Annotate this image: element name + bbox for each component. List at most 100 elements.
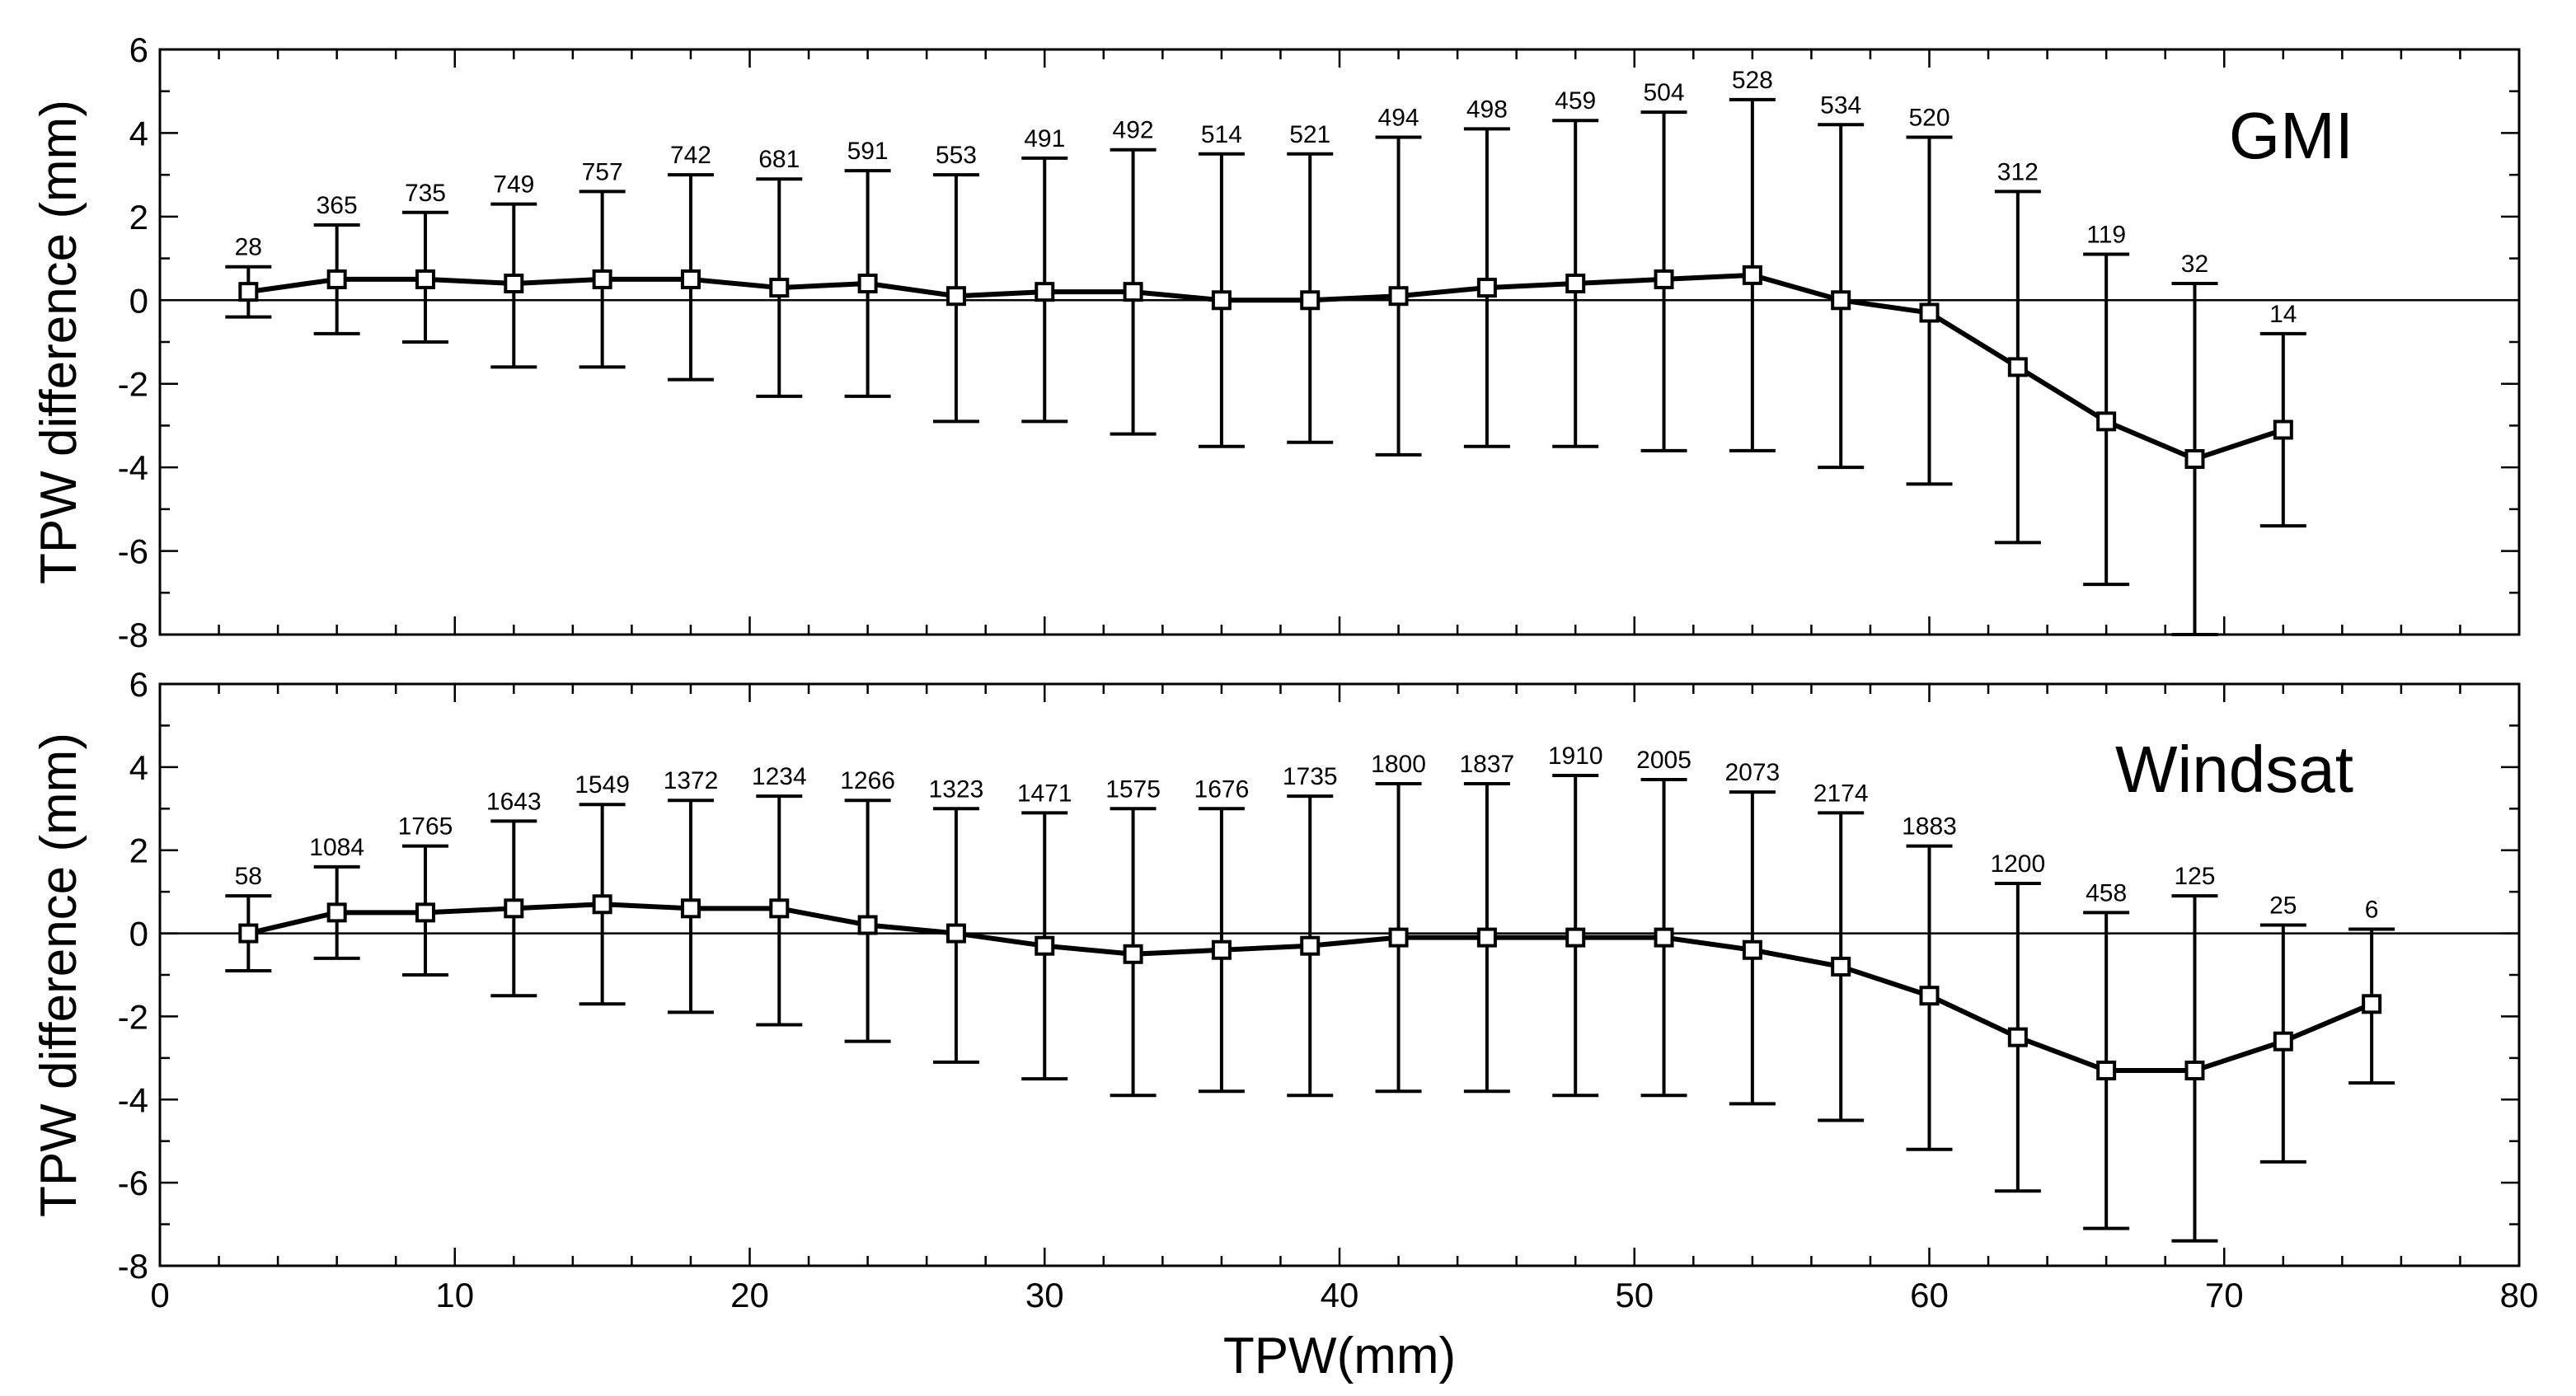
mean-marker xyxy=(504,898,524,919)
count-label: 1549 xyxy=(575,771,630,799)
mean-marker xyxy=(1476,927,1497,948)
mean-marker xyxy=(415,269,435,289)
x-tick-label: 20 xyxy=(730,1276,769,1314)
count-label: 25 xyxy=(2269,892,2297,919)
count-label: 14 xyxy=(2269,301,2297,328)
count-label: 2174 xyxy=(1814,780,1869,807)
mean-marker xyxy=(326,269,347,289)
mean-marker xyxy=(1919,986,1940,1006)
y-tick-label: 4 xyxy=(129,114,148,152)
mean-marker xyxy=(1123,282,1143,302)
count-label: 553 xyxy=(936,142,977,169)
y-tick-label: 6 xyxy=(129,30,148,69)
mean-marker xyxy=(1035,935,1055,956)
y-axis-title: TPW difference (mm) xyxy=(30,100,87,584)
y-tick-label: 6 xyxy=(129,665,148,704)
mean-marker xyxy=(1476,278,1497,298)
count-label: 58 xyxy=(235,863,262,890)
panel-label: GMI xyxy=(2229,99,2353,172)
x-tick-label: 50 xyxy=(1615,1276,1654,1314)
count-label: 1084 xyxy=(309,834,364,861)
count-label: 1676 xyxy=(1194,775,1250,803)
count-label: 1471 xyxy=(1017,780,1072,807)
count-label: 528 xyxy=(1732,67,1773,94)
count-label: 534 xyxy=(1820,91,1861,119)
mean-marker xyxy=(1919,302,1940,323)
x-tick-label: 10 xyxy=(435,1276,474,1314)
mean-marker xyxy=(1300,935,1321,956)
count-label: 742 xyxy=(670,142,711,169)
count-label: 514 xyxy=(1201,121,1242,148)
y-tick-label: -2 xyxy=(118,365,148,404)
mean-marker xyxy=(1123,944,1143,964)
count-label: 459 xyxy=(1555,87,1596,115)
x-tick-label: 70 xyxy=(2205,1276,2244,1314)
mean-marker xyxy=(592,269,612,289)
mean-marker xyxy=(1831,290,1851,311)
mean-marker xyxy=(1831,956,1851,977)
mean-marker xyxy=(1300,290,1321,311)
mean-marker xyxy=(1654,927,1674,948)
mean-line xyxy=(247,272,2284,461)
y-tick-label: 4 xyxy=(129,748,148,787)
count-label: 28 xyxy=(235,234,262,261)
count-label: 1837 xyxy=(1460,751,1515,778)
count-label: 1200 xyxy=(1990,850,2045,878)
count-label: 492 xyxy=(1113,117,1154,144)
y-tick-label: 2 xyxy=(129,832,148,870)
y-tick-label: -8 xyxy=(118,616,148,654)
mean-marker xyxy=(857,915,878,935)
count-label: 1883 xyxy=(1902,813,1957,841)
mean-marker xyxy=(945,286,966,307)
y-tick-label: 0 xyxy=(129,281,148,320)
mean-marker xyxy=(1742,265,1762,285)
count-label: 749 xyxy=(493,171,534,199)
count-label: 32 xyxy=(2181,251,2208,278)
mean-marker xyxy=(238,923,259,944)
count-label: 681 xyxy=(758,146,800,173)
mean-marker xyxy=(945,923,966,944)
mean-marker xyxy=(1211,290,1232,311)
mean-marker xyxy=(238,282,259,302)
y-tick-label: -8 xyxy=(118,1247,148,1286)
mean-marker xyxy=(326,902,347,923)
count-label: 520 xyxy=(1908,105,1950,132)
mean-marker xyxy=(680,269,701,289)
mean-marker xyxy=(2273,419,2293,440)
mean-marker xyxy=(415,902,435,923)
count-label: 2073 xyxy=(1724,759,1780,786)
y-tick-label: 2 xyxy=(129,198,148,237)
mean-marker xyxy=(1211,939,1232,960)
count-label: 1575 xyxy=(1105,775,1161,803)
mean-marker xyxy=(680,898,701,919)
count-label: 1266 xyxy=(840,767,895,794)
y-tick-label: -4 xyxy=(118,1080,148,1119)
count-label: 498 xyxy=(1466,96,1508,123)
count-label: 458 xyxy=(2086,879,2127,906)
count-label: 757 xyxy=(582,158,623,185)
y-tick-label: -4 xyxy=(118,448,148,487)
count-label: 1765 xyxy=(398,813,453,841)
count-label: 494 xyxy=(1378,105,1419,132)
count-label: 125 xyxy=(2174,863,2215,890)
x-axis-title: TPW(mm) xyxy=(1223,1328,1456,1384)
mean-marker xyxy=(1654,269,1674,289)
count-label: 6 xyxy=(2365,897,2379,924)
mean-marker xyxy=(592,894,612,915)
gmi-panel: -8 -6 -4 -2 0 2 4 6 TPW difference (mm) GMI 28 365 7… xyxy=(30,30,2521,654)
y-tick-label: -6 xyxy=(118,532,148,571)
y-axis-title: TPW difference (mm) xyxy=(30,733,87,1217)
mean-marker xyxy=(769,898,790,919)
panel-label: Windsat xyxy=(2115,733,2353,806)
count-label: 1800 xyxy=(1371,751,1426,778)
count-label: 1323 xyxy=(929,775,984,803)
mean-marker xyxy=(2273,1031,2293,1052)
y-tick-label: -2 xyxy=(118,997,148,1036)
count-label: 491 xyxy=(1024,125,1065,152)
count-label: 365 xyxy=(317,192,358,219)
mean-marker xyxy=(1565,927,1586,948)
mean-marker xyxy=(2007,357,2028,377)
mean-marker xyxy=(2007,1027,2028,1047)
